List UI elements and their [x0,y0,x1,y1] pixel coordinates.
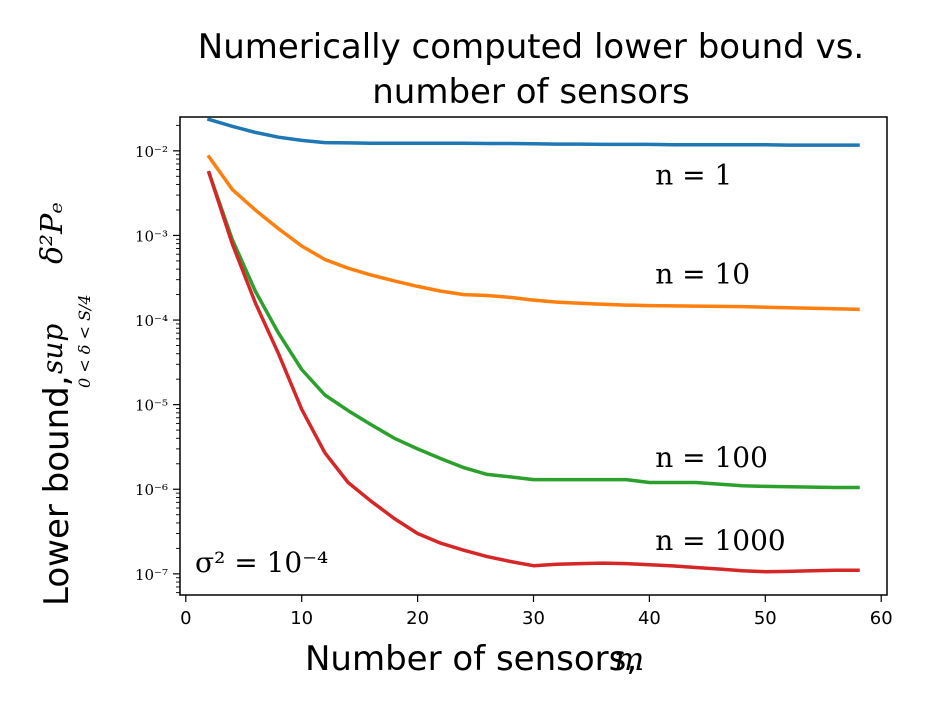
x-axis-label-text: Number of sensors, [305,639,637,679]
y-tick-label: 10⁻⁴ [135,312,168,330]
chart-title-line-1: Numerically computed lower bound vs. [198,27,864,67]
x-tick-marks [185,595,882,602]
y-tick-label: 10⁻⁷ [135,566,168,584]
y-axis-label-sup: sup [36,324,69,374]
x-tick-labels: 0 10 20 30 40 50 60 [180,608,893,629]
series-line-2 [206,154,860,312]
y-tick-label: 10⁻² [135,143,168,161]
series-line-1 [206,117,860,147]
y-axis-label: Lower bound, sup 0 < δ < S/4 δ²Pₑ [35,202,94,606]
y-tick-marks [173,124,180,594]
series-lines [206,117,860,574]
y-axis-label-sub: 0 < δ < S/4 [75,295,94,389]
x-tick-label: 10 [290,608,313,629]
x-tick-label: 50 [754,608,777,629]
series-labels: n = 1 n = 10 n = 100 n = 1000 [655,159,786,557]
y-axis-label-text: Lower bound, [37,375,77,606]
x-tick-label: 60 [870,608,893,629]
x-tick-label: 40 [638,608,661,629]
series-line-3 [206,170,860,490]
x-tick-label: 20 [406,608,429,629]
series-label-1: n = 1 [655,159,732,192]
chart-title-line-2: number of sensors [372,72,689,112]
y-tick-labels: 10⁻² 10⁻³ 10⁻⁴ 10⁻⁵ 10⁻⁶ 10⁻⁷ [135,143,168,584]
series-line-4 [206,170,860,574]
x-tick-label: 0 [180,608,191,629]
series-label-4: n = 1000 [655,524,786,557]
x-tick-label: 30 [522,608,545,629]
series-label-3: n = 100 [655,441,768,474]
x-axis-label-var: m [614,640,644,678]
sigma-annotation: σ² = 10⁻⁴ [195,546,328,579]
y-tick-label: 10⁻³ [135,227,168,245]
y-axis-label-expr: δ²Pₑ [35,202,70,264]
series-label-2: n = 10 [655,258,750,291]
y-tick-label: 10⁻⁶ [135,481,168,499]
x-axis-label: Number of sensors, m [305,639,644,679]
y-tick-label: 10⁻⁵ [135,397,168,415]
